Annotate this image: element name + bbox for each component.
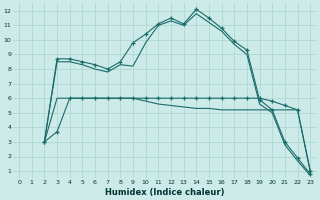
X-axis label: Humidex (Indice chaleur): Humidex (Indice chaleur) [105,188,224,197]
